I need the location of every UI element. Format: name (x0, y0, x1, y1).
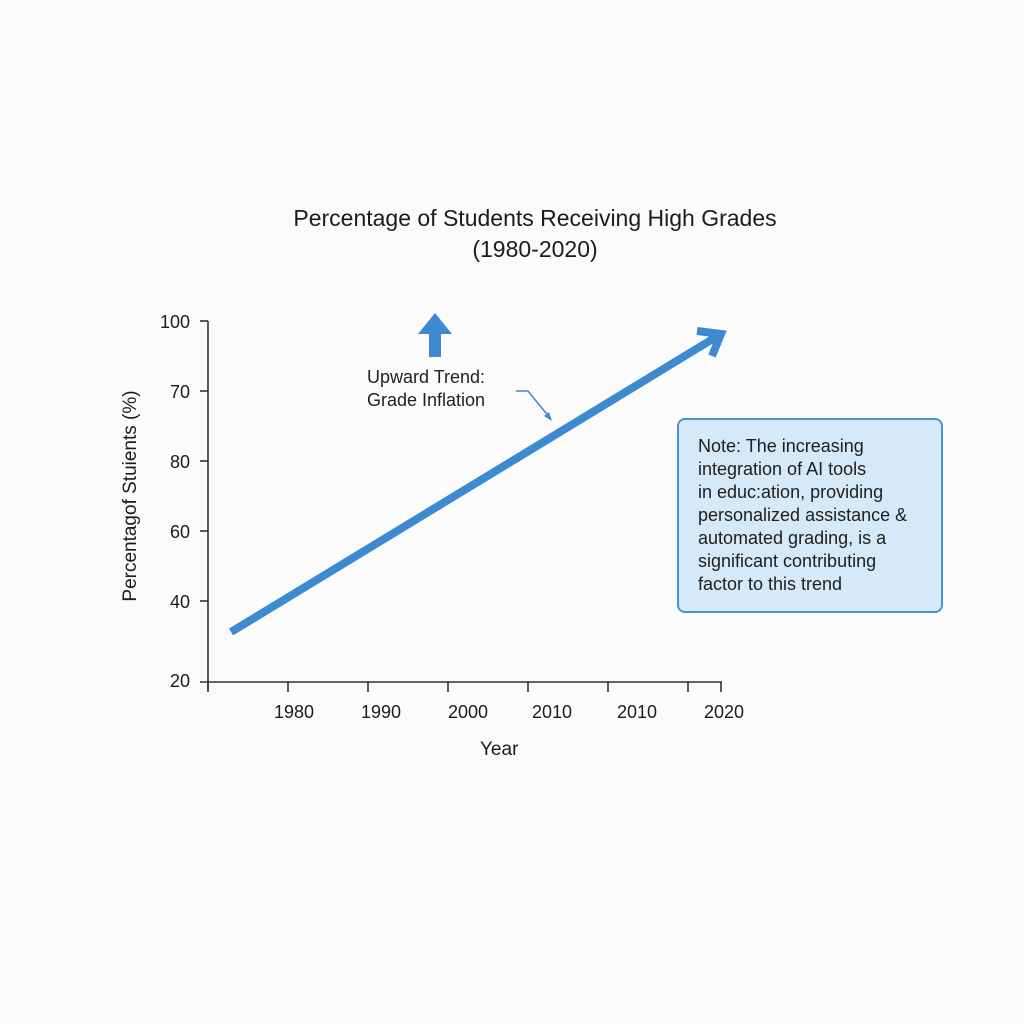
y-tick-label: 20 (169, 671, 190, 691)
x-tick-label: 1990 (360, 702, 402, 722)
note-line: automated grading, is a (698, 528, 887, 548)
y-tick-label: 70 (169, 382, 190, 402)
x-tick-label: 2000 (447, 702, 489, 722)
note-line: Note: The increasing (698, 436, 864, 456)
note-line: significant contributing (698, 551, 877, 571)
chart-title-line1: Percentage of Students Receiving High Gr… (293, 205, 777, 231)
x-axis-ticks (207, 682, 722, 692)
x-axis-label: Year (480, 739, 519, 760)
y-axis-ticks (200, 320, 208, 602)
chart-subtitle: (1980-2020) (472, 236, 598, 262)
note-line: in educ:ation, providing (698, 482, 884, 502)
x-tick-label: 2010 (531, 702, 573, 722)
up-arrow-icon (418, 313, 452, 357)
y-tick-label: 80 (169, 452, 190, 472)
y-tick-label: 100 (159, 312, 190, 332)
x-tick-label: 2020 (703, 702, 745, 722)
chart-title: Percentage of Students Receiving High Gr… (0, 203, 1024, 265)
y-tick-label: 60 (169, 522, 190, 542)
note-line: integration of AI tools (698, 459, 867, 479)
trend-annotation: Upward Trend: Grade Inflation (367, 366, 485, 412)
x-tick-label: 1980 (273, 702, 315, 722)
annotation-pointer-icon (516, 390, 552, 421)
trend-line (228, 327, 727, 636)
note-box: Note: The increasing integration of AI t… (677, 418, 943, 613)
annotation-line1: Upward Trend: (367, 367, 486, 387)
note-line: factor to this trend (698, 574, 843, 594)
y-tick-label: 40 (169, 592, 190, 612)
x-tick-label: 2010 (616, 702, 658, 722)
y-axis-label: Percentagof Stuients (%) (120, 390, 141, 602)
note-line: personalized assistance & (698, 505, 908, 525)
annotation-line2: Grade Inflation (367, 390, 486, 410)
trend-arrowhead-icon (696, 327, 727, 358)
